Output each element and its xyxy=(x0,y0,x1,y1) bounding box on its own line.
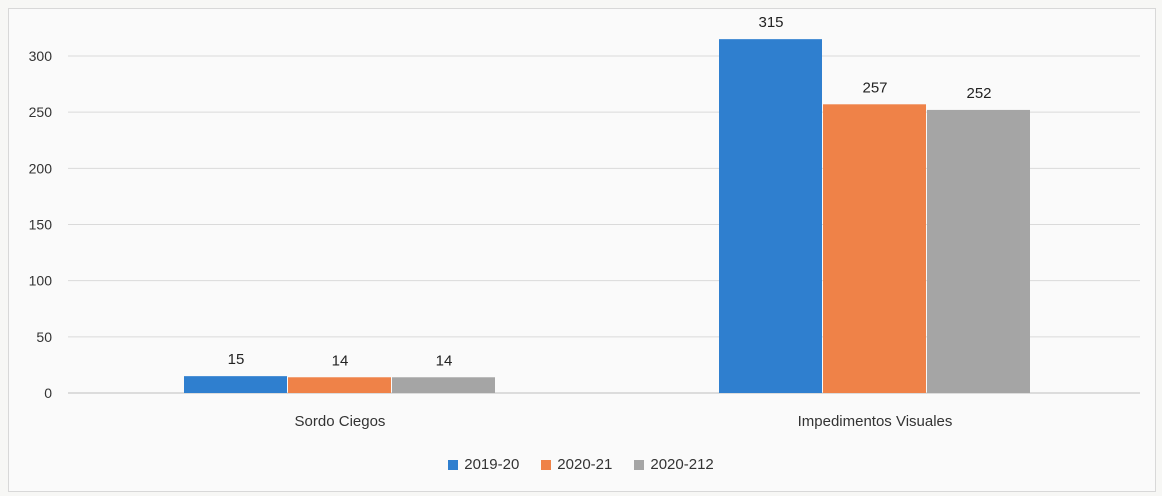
legend-item: 2020-212 xyxy=(634,456,714,473)
data-label: 14 xyxy=(436,352,453,369)
y-tick-label: 200 xyxy=(29,160,53,176)
legend-swatch xyxy=(541,459,552,470)
bar-2019-20 xyxy=(184,376,287,393)
legend-label: 2020-212 xyxy=(650,456,714,473)
bar-2020-21 xyxy=(288,377,391,393)
y-tick-label: 100 xyxy=(29,273,53,289)
legend-label: 2020-21 xyxy=(557,456,613,473)
data-label: 252 xyxy=(966,85,991,102)
y-tick-label: 50 xyxy=(36,329,52,345)
data-label: 315 xyxy=(758,14,783,31)
bar-2019-20 xyxy=(719,39,822,394)
bar-2020-21 xyxy=(823,104,926,393)
y-tick-label: 150 xyxy=(29,217,53,233)
y-tick-label: 300 xyxy=(29,48,53,64)
data-label: 15 xyxy=(228,351,245,368)
data-label: 14 xyxy=(332,352,349,369)
legend-item: 2019-20 xyxy=(448,456,519,473)
chart-legend: 2019-20 2020-21 2020-212 xyxy=(0,456,1162,473)
legend-swatch xyxy=(448,459,459,470)
x-category-label: Impedimentos Visuales xyxy=(798,413,953,430)
legend-swatch xyxy=(634,459,645,470)
bar-2020-212 xyxy=(927,109,1030,394)
legend-item: 2020-21 xyxy=(541,456,612,473)
data-label: 257 xyxy=(862,79,887,96)
y-tick-label: 250 xyxy=(29,104,53,120)
x-category-label: Sordo Ciegos xyxy=(295,413,386,430)
legend-label: 2019-20 xyxy=(464,456,520,473)
y-tick-label: 0 xyxy=(44,385,52,401)
bar-2020-212 xyxy=(392,377,495,393)
